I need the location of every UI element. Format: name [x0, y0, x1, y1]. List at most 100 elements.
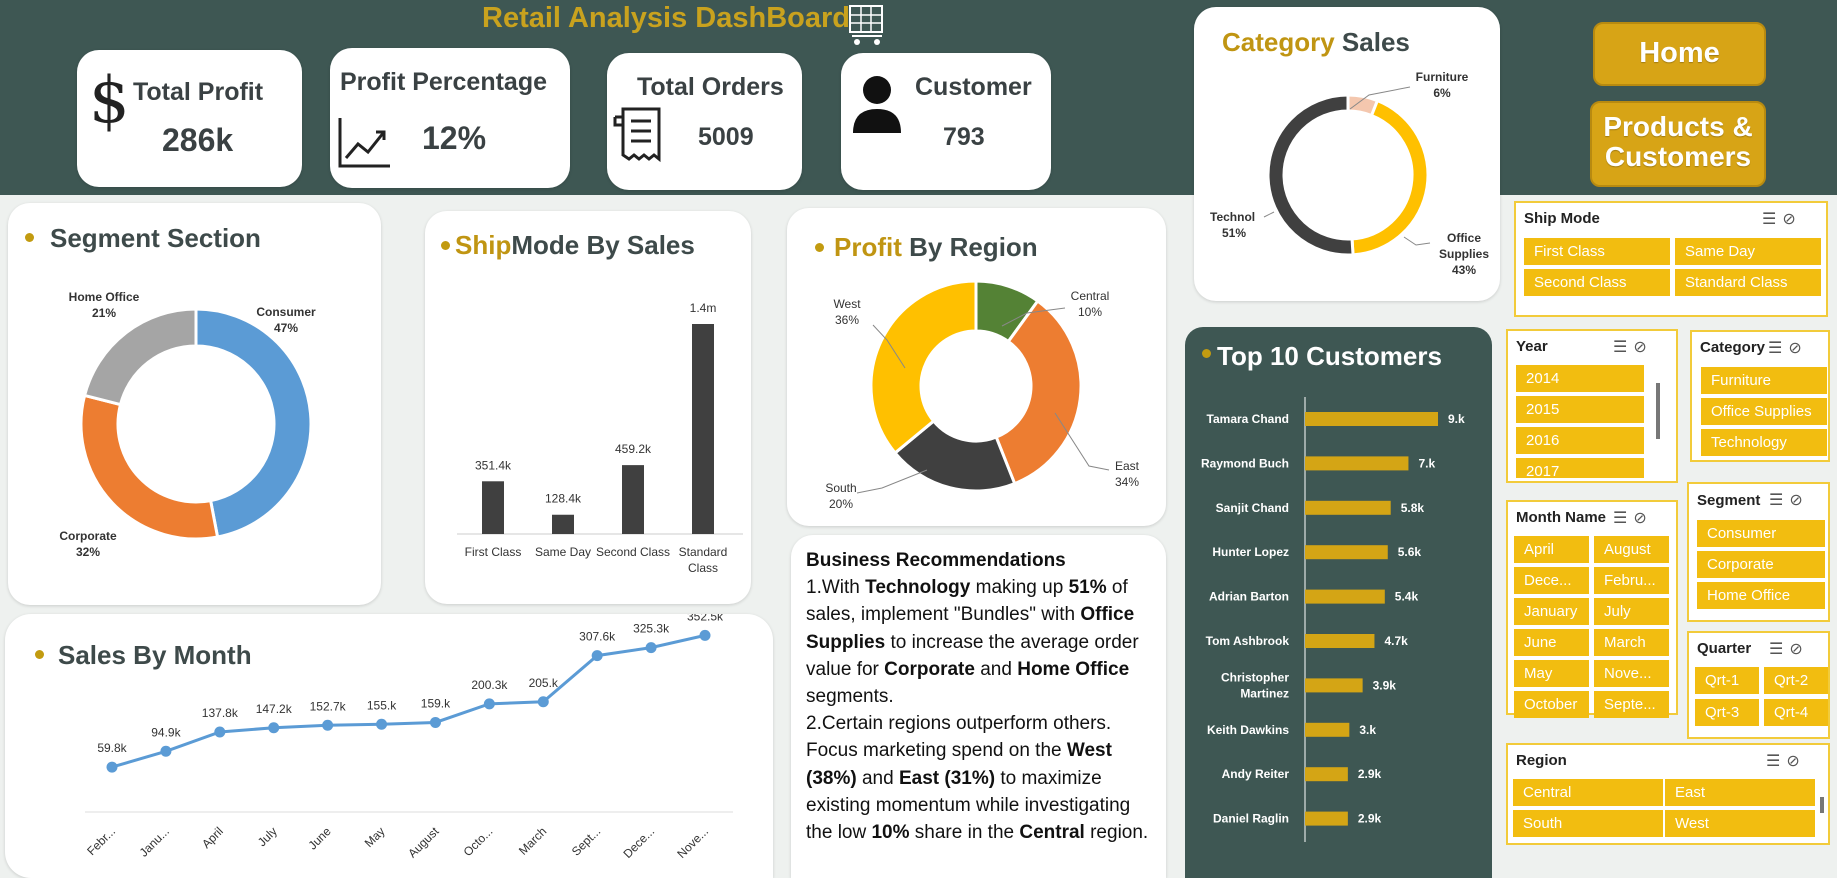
- slicer-chip[interactable]: Nove...: [1594, 660, 1669, 687]
- data-point[interactable]: [376, 718, 388, 730]
- bar[interactable]: [1305, 545, 1388, 560]
- clear-filter-icon[interactable]: ⊘: [1789, 492, 1809, 509]
- slicer-chip[interactable]: West: [1665, 810, 1815, 837]
- slicer-chip[interactable]: Qrt-1: [1695, 667, 1759, 694]
- slice-consumer[interactable]: [194, 307, 313, 539]
- bar[interactable]: [692, 324, 714, 534]
- slicer-chip[interactable]: Septe...: [1594, 691, 1669, 718]
- slicer-chip[interactable]: Technology: [1701, 429, 1827, 456]
- slicer-chip[interactable]: South: [1513, 810, 1663, 837]
- bar[interactable]: [482, 481, 504, 534]
- point-value-label: 152.7k: [310, 699, 347, 713]
- segment-pct-label: 32%: [76, 545, 100, 559]
- bar[interactable]: [1305, 678, 1363, 693]
- slicer-chip[interactable]: East: [1665, 779, 1815, 806]
- slicer-chip[interactable]: October: [1514, 691, 1589, 718]
- data-point[interactable]: [106, 761, 118, 773]
- home-button[interactable]: Home: [1593, 22, 1766, 86]
- clear-filter-icon[interactable]: ⊘: [1789, 641, 1809, 658]
- recommendations-text: Business Recommendations 1.With Technolo…: [806, 547, 1151, 846]
- scrollbar[interactable]: [1656, 383, 1660, 439]
- multiselect-icon[interactable]: ☰: [1613, 339, 1634, 356]
- slicer-chip[interactable]: August: [1594, 536, 1669, 563]
- slicer-chip[interactable]: Febru...: [1594, 567, 1669, 594]
- bar[interactable]: [1305, 456, 1409, 471]
- slicer-chip[interactable]: 2017: [1516, 458, 1644, 478]
- point-value-label: 325.3k: [633, 622, 670, 636]
- slicer-chip[interactable]: Furniture: [1701, 367, 1827, 394]
- clear-filter-icon[interactable]: ⊘: [1633, 339, 1653, 356]
- scrollbar[interactable]: [1820, 797, 1824, 813]
- multiselect-icon[interactable]: ☰: [1768, 340, 1789, 357]
- slicer-chip[interactable]: Corporate: [1697, 551, 1825, 578]
- slice-east[interactable]: [994, 298, 1083, 486]
- office-supplies-pct-label: 43%: [1452, 263, 1476, 277]
- data-point[interactable]: [537, 696, 549, 708]
- slicer-chip[interactable]: March: [1594, 629, 1669, 656]
- data-point[interactable]: [699, 629, 711, 641]
- data-point[interactable]: [160, 745, 172, 757]
- bar[interactable]: [1305, 722, 1350, 737]
- slicer-chip[interactable]: June: [1514, 629, 1589, 656]
- office-supplies-label-line2: Supplies: [1439, 247, 1489, 261]
- bar[interactable]: [1305, 767, 1348, 782]
- bar[interactable]: [1305, 412, 1438, 426]
- cart-icon: [849, 5, 883, 45]
- slicer-chip[interactable]: Central: [1513, 779, 1663, 806]
- multiselect-icon[interactable]: ☰: [1769, 492, 1790, 509]
- data-point[interactable]: [429, 716, 441, 728]
- multiselect-icon[interactable]: ☰: [1762, 211, 1783, 228]
- slice-office-supplies[interactable]: [1350, 98, 1430, 257]
- slicer-chip[interactable]: Dece...: [1514, 567, 1589, 594]
- data-point[interactable]: [322, 719, 334, 731]
- slicer-chip[interactable]: April: [1514, 536, 1589, 563]
- point-value-label: 94.9k: [151, 725, 181, 739]
- data-point[interactable]: [214, 726, 226, 738]
- slicer-chip[interactable]: Home Office: [1697, 582, 1825, 609]
- slice-home-office[interactable]: [82, 307, 198, 407]
- slicer-chip[interactable]: 2015: [1516, 396, 1644, 423]
- slice-west[interactable]: [869, 279, 978, 456]
- slicer-chip[interactable]: First Class: [1524, 238, 1670, 265]
- slicer-chip[interactable]: Standard Class: [1675, 269, 1821, 296]
- bar[interactable]: [552, 514, 574, 534]
- slicer-chip[interactable]: Second Class: [1524, 269, 1670, 296]
- sales-month-title: Sales By Month: [58, 640, 252, 670]
- slicer-chip[interactable]: July: [1594, 598, 1669, 625]
- clear-filter-icon[interactable]: ⊘: [1782, 211, 1802, 228]
- slicer-chip[interactable]: May: [1514, 660, 1589, 687]
- slicer-chip[interactable]: Qrt-2: [1764, 667, 1828, 694]
- data-point[interactable]: [645, 642, 657, 654]
- slicer-chip[interactable]: Qrt-3: [1695, 699, 1759, 726]
- data-point[interactable]: [591, 650, 603, 662]
- slicer-chip[interactable]: Same Day: [1675, 238, 1821, 265]
- region-label: West: [833, 297, 861, 311]
- slicer-chip[interactable]: Qrt-4: [1764, 699, 1828, 726]
- customer-name-label: Andy Reiter: [1222, 767, 1290, 781]
- slice-technology[interactable]: [1266, 93, 1355, 257]
- bar[interactable]: [1305, 589, 1385, 604]
- slicer-chip[interactable]: Consumer: [1697, 520, 1825, 547]
- bar-value-label: 5.6k: [1398, 545, 1422, 559]
- bar[interactable]: [1305, 500, 1391, 515]
- multiselect-icon[interactable]: ☰: [1613, 510, 1634, 527]
- clear-filter-icon[interactable]: ⊘: [1788, 340, 1808, 357]
- bar[interactable]: [1305, 811, 1348, 826]
- slicer-chip[interactable]: 2014: [1516, 365, 1644, 392]
- data-point[interactable]: [483, 698, 495, 710]
- bar[interactable]: [622, 465, 644, 534]
- clear-filter-icon[interactable]: ⊘: [1786, 753, 1806, 770]
- slice-corporate[interactable]: [79, 393, 220, 541]
- slicer-chip[interactable]: January: [1514, 598, 1589, 625]
- segment-label: Consumer: [256, 305, 316, 319]
- slicer-chip[interactable]: Office Supplies: [1701, 398, 1827, 425]
- clear-filter-icon[interactable]: ⊘: [1633, 510, 1653, 527]
- bar-value-label: 1.4m: [690, 301, 717, 315]
- bar[interactable]: [1305, 634, 1375, 648]
- products-customers-button[interactable]: Products & Customers: [1590, 101, 1766, 187]
- data-point[interactable]: [268, 722, 280, 734]
- multiselect-icon[interactable]: ☰: [1766, 753, 1787, 770]
- multiselect-icon[interactable]: ☰: [1769, 641, 1790, 658]
- slicer-chip[interactable]: 2016: [1516, 427, 1644, 454]
- bar-value-label: 351.4k: [475, 458, 512, 472]
